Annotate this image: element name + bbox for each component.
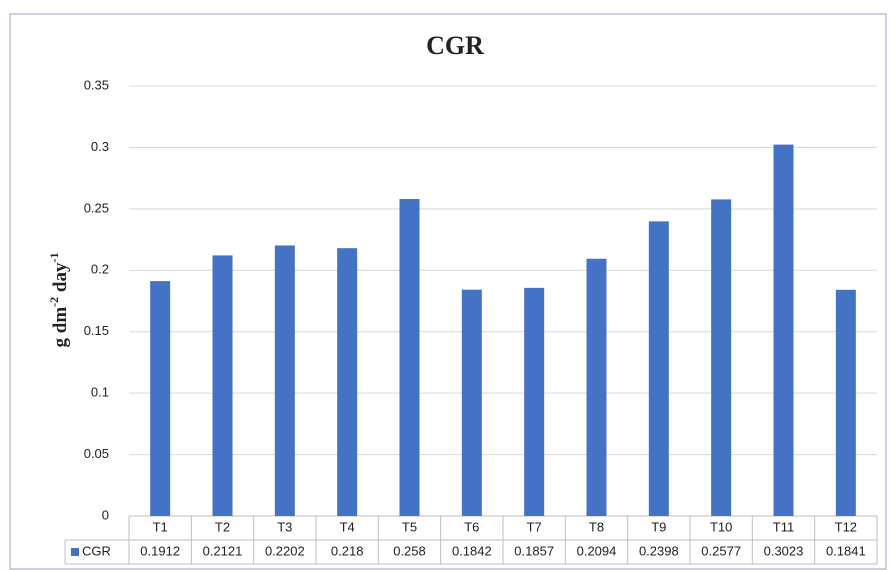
bar: [711, 199, 732, 516]
bar: [399, 199, 420, 516]
table-value: 0.2398: [639, 543, 679, 558]
x-tick-label: T3: [277, 519, 292, 534]
y-tick-label: 0.2: [91, 262, 109, 277]
table-value: 0.258: [393, 543, 426, 558]
table-value: 0.2094: [577, 543, 617, 558]
x-tick-label: T8: [589, 519, 604, 534]
y-tick-label: 0.05: [84, 446, 109, 461]
y-label-sup: -2: [47, 297, 61, 307]
bar: [586, 258, 607, 516]
x-tick-label: T4: [340, 519, 355, 534]
x-tick-label: T2: [215, 519, 230, 534]
table-value: 0.2121: [203, 543, 243, 558]
y-tick-label: 0.15: [84, 323, 109, 338]
bar: [524, 287, 545, 516]
x-tick-label: T1: [153, 519, 168, 534]
x-tick-label: T11: [773, 519, 794, 534]
table-value: 0.1912: [140, 543, 180, 558]
y-tick-label: 0.1: [91, 385, 109, 400]
table-value: 0.3023: [764, 543, 804, 558]
x-tick-label: T6: [464, 519, 479, 534]
y-label-sup: -1: [47, 253, 61, 263]
chart-title: CGR: [426, 31, 484, 60]
bar: [461, 289, 482, 516]
x-tick-label: T7: [527, 519, 542, 534]
bar: [648, 221, 669, 517]
bar: [150, 281, 171, 516]
bar: [773, 144, 794, 517]
table-value: 0.2577: [701, 543, 741, 558]
x-tick-label: T9: [651, 519, 666, 534]
x-tick-label: T10: [710, 519, 732, 534]
y-axis-label: g dm-2 day-1: [47, 253, 72, 348]
table-value: 0.1857: [514, 543, 554, 558]
y-tick-label: 0.3: [91, 139, 109, 154]
y-label-part: day: [50, 262, 71, 297]
bar: [835, 289, 856, 516]
y-tick-label: 0.25: [84, 200, 109, 215]
table-value: 0.2202: [265, 543, 305, 558]
bar: [274, 245, 295, 516]
legend-label: CGR: [82, 543, 111, 558]
legend-swatch: [71, 548, 79, 556]
table-value: 0.1842: [452, 543, 492, 558]
table-value: 0.218: [331, 543, 364, 558]
y-tick-label: 0.35: [84, 77, 109, 92]
bar: [337, 248, 358, 516]
table-value: 0.1841: [826, 543, 866, 558]
y-label-part: g dm: [50, 307, 71, 348]
chart-border: [9, 13, 887, 570]
y-tick-label: 0: [102, 507, 109, 522]
x-tick-label: T5: [402, 519, 417, 534]
bar: [212, 255, 233, 517]
x-tick-label: T12: [835, 519, 857, 534]
